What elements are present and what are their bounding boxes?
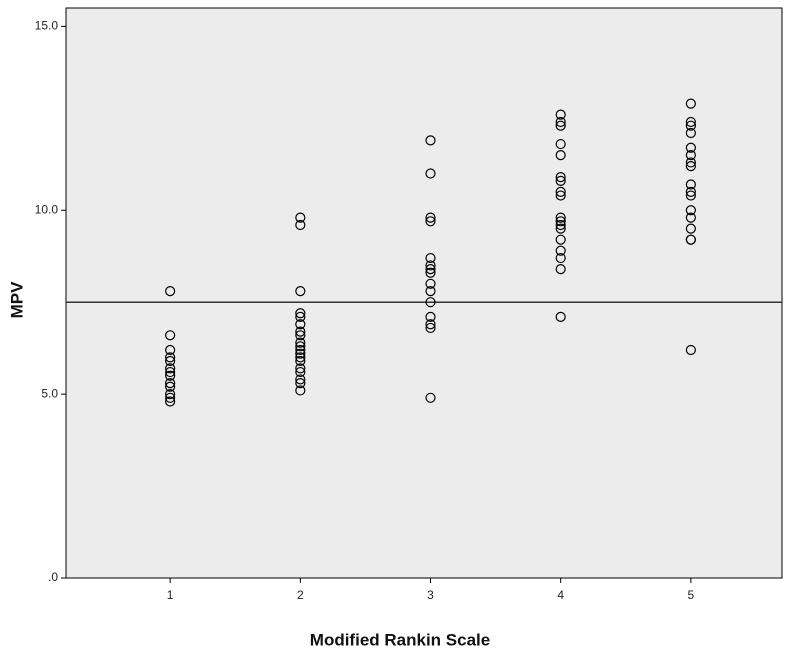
y-tick-label: .0 (48, 570, 58, 584)
x-tick-label: 3 (427, 588, 434, 602)
point (295, 212, 306, 223)
point (555, 109, 566, 120)
point (555, 120, 566, 131)
point (685, 234, 696, 245)
point (295, 352, 306, 363)
point (425, 286, 436, 297)
point (555, 190, 566, 201)
point (685, 186, 696, 197)
point (425, 267, 436, 278)
point (555, 149, 566, 161)
point (555, 186, 566, 197)
point (295, 374, 306, 385)
point (295, 219, 306, 231)
point (555, 234, 566, 245)
y-tick-label: 10.0 (35, 202, 59, 216)
x-tick-label: 5 (688, 588, 695, 602)
point (685, 116, 696, 128)
point (685, 142, 696, 153)
point (165, 366, 176, 378)
x-axis-title: Modified Rankin Scale (310, 630, 490, 649)
point (295, 337, 306, 348)
point (165, 392, 176, 403)
point (425, 322, 436, 334)
point (165, 344, 176, 356)
point (295, 348, 306, 359)
point (685, 161, 696, 172)
point (425, 263, 436, 275)
point (425, 297, 436, 308)
point (425, 212, 436, 223)
point (425, 392, 436, 403)
point (555, 216, 566, 227)
point (685, 98, 696, 109)
point (295, 385, 306, 396)
point (295, 355, 306, 367)
point (295, 308, 306, 319)
point (165, 377, 176, 389)
point (555, 311, 566, 323)
point (555, 263, 566, 275)
point (555, 219, 566, 231)
point (165, 355, 176, 367)
point (685, 149, 696, 161)
y-tick-label: 15.0 (35, 19, 59, 33)
point (555, 252, 566, 264)
point (425, 168, 436, 179)
point (295, 286, 306, 297)
point (425, 278, 436, 289)
point (425, 311, 436, 323)
point (555, 116, 566, 128)
point (295, 377, 306, 389)
x-tick-label: 4 (557, 588, 564, 602)
point (685, 120, 696, 131)
point (295, 366, 306, 378)
point (685, 344, 696, 356)
point (165, 396, 176, 407)
point (165, 286, 176, 297)
point (165, 381, 176, 392)
point (295, 319, 306, 330)
point (425, 260, 436, 271)
point (165, 363, 176, 374)
x-tick-label: 1 (167, 588, 174, 602)
point (295, 341, 306, 352)
point (555, 172, 566, 183)
point (165, 389, 176, 400)
point (555, 245, 566, 256)
point (295, 330, 306, 341)
point (685, 157, 696, 168)
point (425, 135, 436, 146)
point (425, 216, 436, 227)
point (425, 319, 436, 330)
point (555, 212, 566, 223)
point (685, 179, 696, 190)
point (685, 190, 696, 201)
point (295, 326, 306, 337)
point (295, 344, 306, 356)
point (295, 311, 306, 323)
point (165, 330, 176, 341)
point (685, 223, 696, 234)
point (425, 252, 436, 264)
point (295, 363, 306, 374)
point (165, 370, 176, 381)
point (555, 175, 566, 186)
point (165, 352, 176, 363)
y-axis-title: MPV (7, 281, 26, 319)
x-tick-label: 2 (297, 588, 304, 602)
point (555, 223, 566, 234)
point (685, 205, 696, 216)
point (555, 138, 566, 150)
plot-area (65, 7, 783, 579)
point (685, 212, 696, 223)
y-tick-label: 5.0 (41, 386, 58, 400)
point (685, 127, 696, 139)
